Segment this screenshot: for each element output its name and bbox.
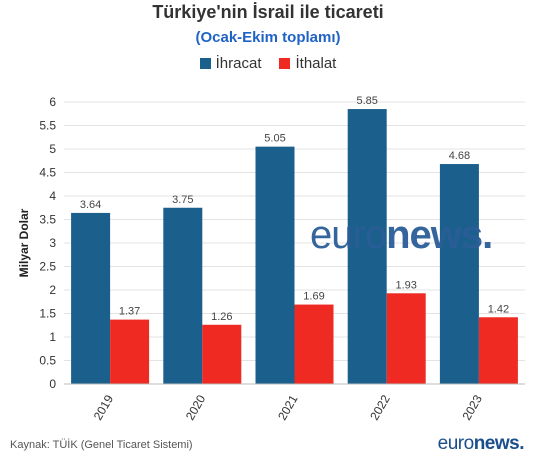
data-label: 3.64: [80, 199, 101, 211]
data-label: 1.69: [303, 291, 324, 303]
euronews-logo: euronews.: [437, 433, 525, 455]
bar-ithalat: [386, 293, 426, 384]
euronews-watermark: euronews.: [310, 213, 493, 258]
source-note: Kaynak: TÜİK (Genel Ticaret Sistemi): [10, 439, 193, 451]
y-tick-label: 4: [49, 189, 56, 203]
bar-ihracat: [439, 164, 479, 384]
y-tick-label: 5: [49, 142, 56, 156]
legend: İhracat İthalat: [0, 55, 536, 72]
legend-swatch-ithalat: [279, 58, 291, 69]
bar-ithalat: [110, 319, 150, 384]
chart-title: Türkiye'nin İsrail ile ticareti: [152, 2, 384, 22]
brand-part2: news.: [473, 433, 525, 454]
y-tick-label: 0.5: [39, 354, 56, 368]
chart-subtitle: (Ocak-Ekim toplamı): [195, 29, 341, 46]
bar-ihracat: [347, 109, 387, 385]
x-tick-label: 2020: [183, 392, 209, 422]
bar-ihracat: [255, 146, 295, 384]
data-label: 1.37: [119, 306, 140, 318]
y-tick-label: 3: [49, 236, 56, 250]
y-tick-label: 4.5: [39, 166, 56, 180]
data-label: 3.75: [172, 194, 193, 206]
legend-swatch-ihracat: [199, 58, 211, 69]
x-tick-label: 2019: [91, 392, 117, 422]
legend-label-ihracat: İhracat: [215, 55, 262, 72]
watermark-part1: euro: [310, 213, 387, 257]
x-tick-label: 2022: [367, 392, 393, 422]
y-tick-label: 3.5: [39, 213, 56, 227]
brand-part1: euro: [437, 433, 475, 454]
data-label: 1.42: [488, 303, 509, 315]
y-tick-label: 6: [49, 95, 56, 109]
bar-ithalat: [294, 304, 334, 384]
y-tick-label: 2.5: [39, 260, 56, 274]
data-label: 1.26: [211, 311, 232, 323]
bar-ithalat: [202, 324, 242, 384]
data-label: 5.85: [356, 95, 377, 107]
y-tick-label: 1.5: [39, 307, 56, 321]
y-tick-label: 0: [49, 377, 56, 391]
y-axis-label: Milyar Dolar: [17, 208, 31, 277]
y-tick-label: 1: [49, 330, 56, 344]
bar-ithalat: [478, 317, 518, 384]
legend-label-ithalat: İthalat: [295, 55, 337, 72]
data-label: 5.05: [264, 133, 285, 145]
legend-item-ithalat: İthalat: [279, 55, 336, 72]
watermark-part2: news.: [386, 213, 493, 257]
legend-item-ihracat: İhracat: [199, 55, 262, 72]
y-tick-label: 5.5: [39, 119, 56, 133]
data-label: 1.93: [395, 279, 416, 291]
bar-ihracat: [163, 207, 203, 384]
x-tick-label: 2021: [275, 392, 301, 422]
bar-ihracat: [71, 212, 111, 384]
data-label: 4.68: [449, 150, 470, 162]
x-tick-label: 2023: [459, 392, 485, 422]
y-tick-label: 2: [49, 283, 56, 297]
